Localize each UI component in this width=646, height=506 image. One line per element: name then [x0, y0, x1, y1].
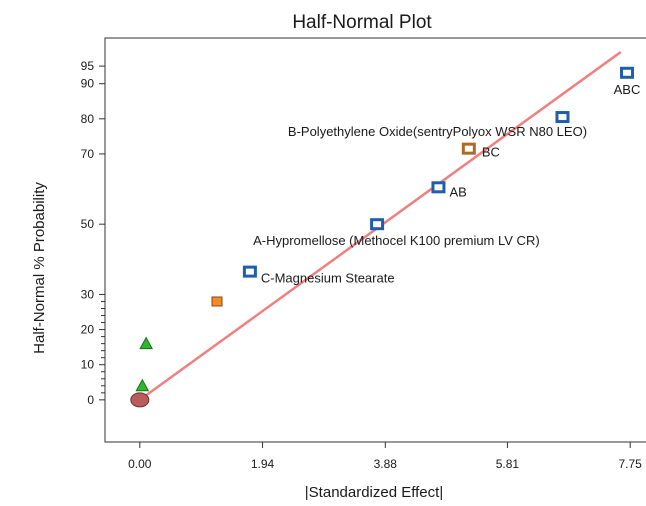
x-tick-label: 5.81 [496, 457, 520, 471]
plot-frame [104, 37, 646, 443]
y-tick-label: 20 [81, 323, 95, 337]
point-label: BC [482, 145, 500, 160]
effect-point [211, 296, 223, 307]
x-tick-label: 1.94 [251, 457, 275, 471]
point-label: B-Polyethylene Oxide(sentryPolyox WSR N8… [288, 124, 587, 139]
point-label: ABC [614, 82, 641, 97]
effect-point [461, 142, 476, 155]
point-label: A-Hypromellose (Methocel K100 premium LV… [253, 233, 540, 248]
y-tick-label: 95 [81, 59, 95, 73]
y-tick-label: 70 [81, 147, 95, 161]
effect-point [431, 181, 446, 194]
effect-point [139, 336, 153, 350]
effect-point [620, 66, 635, 79]
effect-point [130, 392, 150, 408]
y-tick-label: 50 [81, 217, 95, 231]
x-tick-label: 0.00 [128, 457, 152, 471]
effect-point [555, 111, 570, 124]
point-label: C-Magnesium Stearate [261, 271, 395, 286]
effect-point [242, 265, 257, 278]
effect-point [370, 218, 385, 231]
x-tick-label: 7.75 [619, 457, 643, 471]
y-tick-label: 90 [81, 77, 95, 91]
y-tick-label: 0 [87, 393, 94, 407]
x-axis-label: |Standardized Effect| [305, 484, 443, 501]
y-tick-label: 30 [81, 287, 95, 301]
x-tick-label: 3.88 [374, 457, 398, 471]
point-label: AB [449, 184, 466, 199]
y-axis-label: Half-Normal % Probability [31, 182, 48, 354]
chart-title: Half-Normal Plot [292, 12, 432, 33]
y-tick-label: 10 [81, 358, 95, 372]
effect-point [135, 378, 150, 392]
y-tick-label: 80 [81, 112, 95, 126]
